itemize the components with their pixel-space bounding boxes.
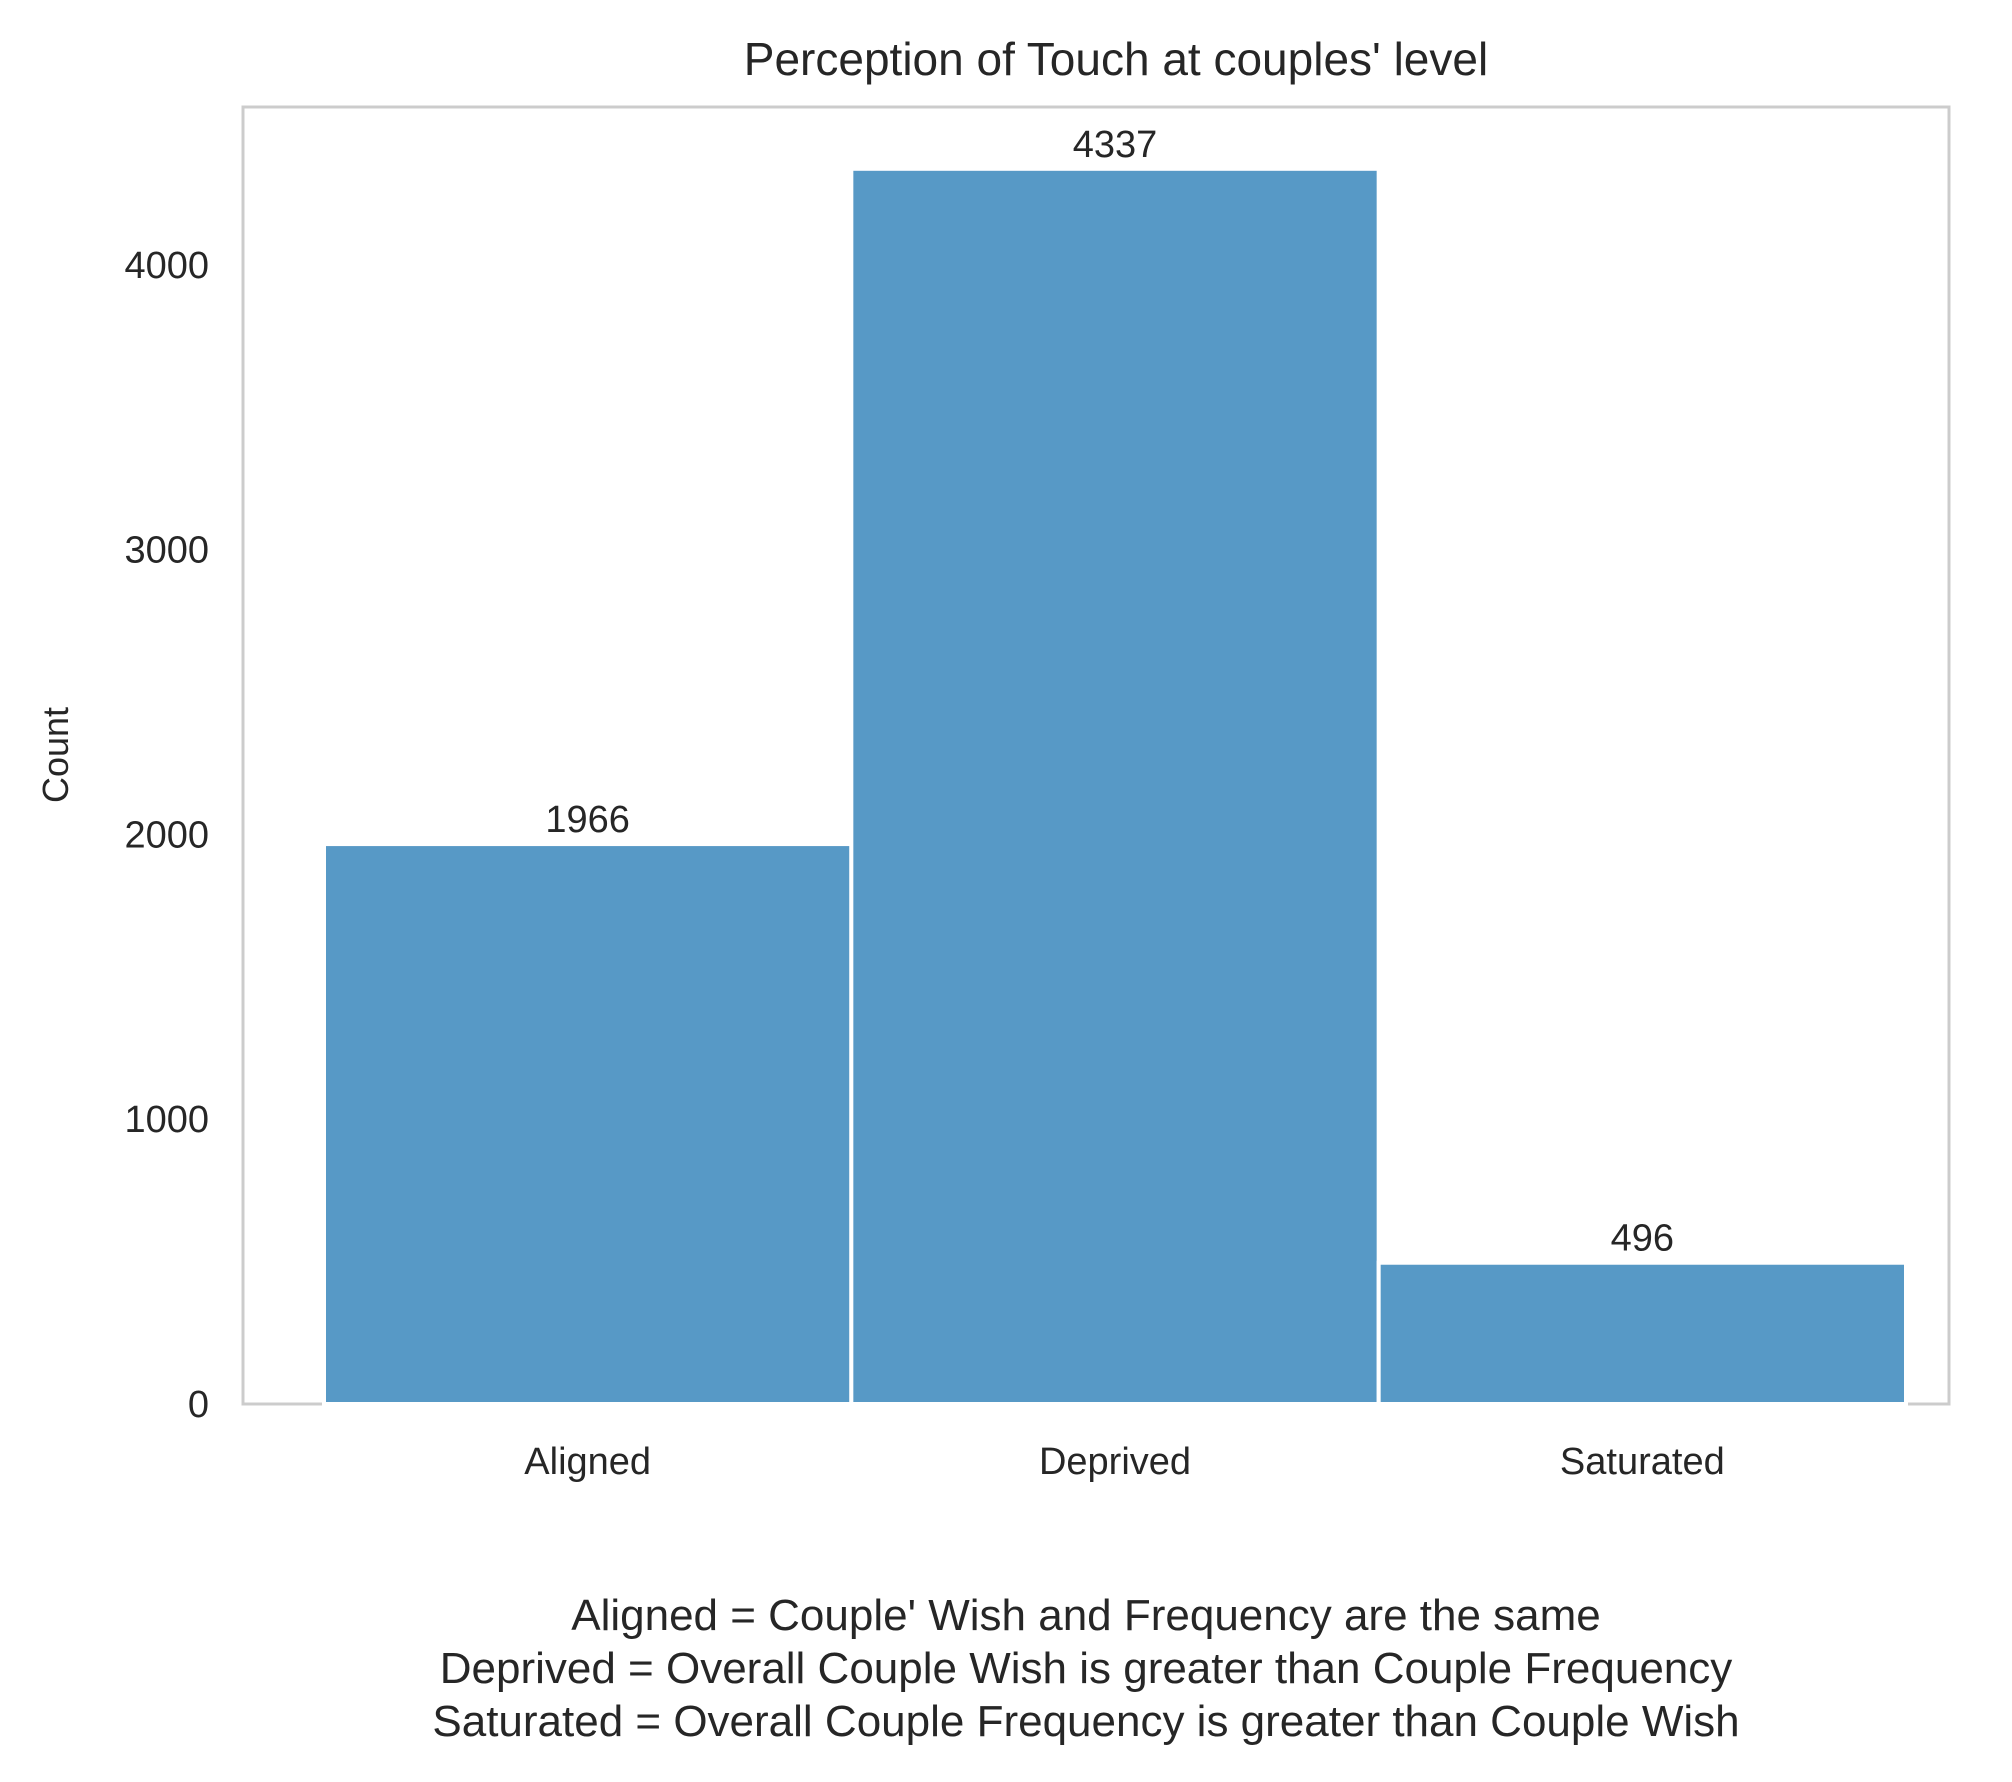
data-label-deprived: 4337 xyxy=(1073,124,1158,166)
caption-line-1: Aligned = Couple' Wish and Frequency are… xyxy=(571,1591,1601,1640)
x-tick-label-deprived: Deprived xyxy=(1039,1441,1191,1483)
data-label-saturated: 496 xyxy=(1611,1218,1674,1260)
bars-group: 1966 4337 496 xyxy=(322,124,1908,1406)
bar-aligned xyxy=(322,842,854,1406)
y-tick-label-4000: 4000 xyxy=(124,245,209,287)
caption-group: Aligned = Couple' Wish and Frequency are… xyxy=(432,1591,1739,1746)
y-axis-label: Count xyxy=(35,707,76,803)
bar-deprived xyxy=(849,166,1381,1406)
x-tick-label-saturated: Saturated xyxy=(1560,1441,1725,1483)
x-tick-label-aligned: Aligned xyxy=(524,1441,651,1483)
y-tick-label-0: 0 xyxy=(188,1384,209,1426)
y-ticks-group: 0 1000 2000 3000 4000 xyxy=(124,245,209,1426)
chart-title: Perception of Touch at couples' level xyxy=(744,33,1488,85)
data-label-aligned: 1966 xyxy=(545,799,630,841)
y-tick-label-1000: 1000 xyxy=(124,1099,209,1141)
caption-line-3: Saturated = Overall Couple Frequency is … xyxy=(432,1697,1739,1746)
caption-line-2: Deprived = Overall Couple Wish is greate… xyxy=(440,1644,1733,1693)
y-tick-label-2000: 2000 xyxy=(124,814,209,856)
y-tick-label-3000: 3000 xyxy=(124,530,209,572)
bar-saturated xyxy=(1376,1260,1908,1406)
x-ticks-group: Aligned Deprived Saturated xyxy=(524,1441,1724,1483)
